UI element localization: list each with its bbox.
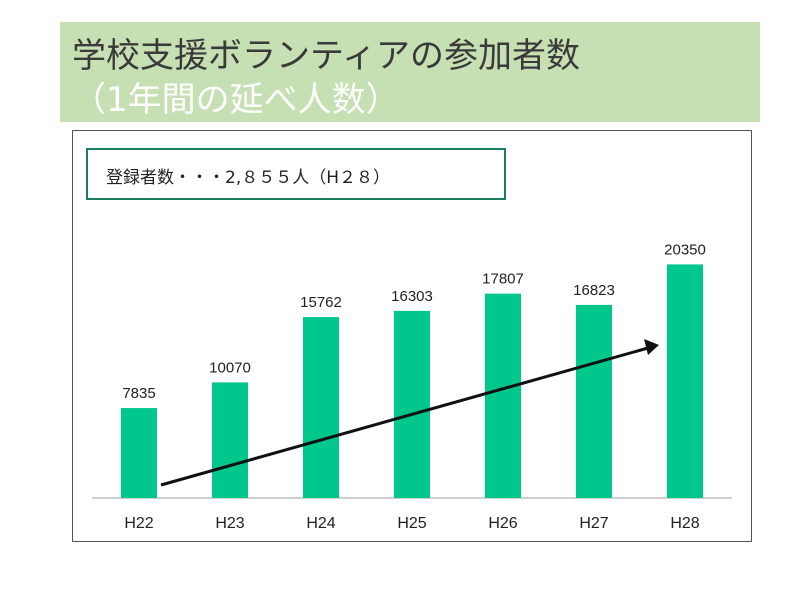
value-label-h27: 16823 [573,282,615,299]
registration-note-box: 登録者数・・・2,８５５人（H２８） [86,148,506,200]
bar-h24 [303,317,339,498]
bar-h25 [394,310,430,498]
category-label-h28: H28 [670,515,699,532]
category-label-h25: H25 [397,515,426,532]
value-label-h22: 7835 [122,385,155,402]
bar-h27 [576,304,612,498]
value-label-h28: 20350 [664,241,706,258]
registration-note-text: 登録者数・・・2,８５５人（H２８） [106,168,391,188]
title-banner: 学校支援ボランティアの参加者数 （1年間の延べ人数） [60,22,760,122]
page-subtitle: （1年間の延べ人数） [72,80,400,120]
value-label-h24: 15762 [300,294,342,311]
bar-h28 [667,264,703,498]
page-title: 学校支援ボランティアの参加者数 [72,36,580,76]
trend-arrow-line [160,346,649,487]
bar-h26 [485,293,521,498]
trend-arrow [160,339,659,487]
category-label-h24: H24 [306,515,335,532]
category-label-h26: H26 [488,515,517,532]
category-labels-group: H22 H23 H24 H25 H26 H27 H28 [124,515,699,532]
bar-h22 [121,408,157,498]
category-label-h23: H23 [215,515,244,532]
category-label-h22: H22 [124,515,153,532]
bar-h23 [212,382,248,498]
value-label-h23: 10070 [209,359,251,376]
value-label-h26: 17807 [482,271,524,288]
trend-arrow-head [644,339,659,355]
value-label-h25: 16303 [391,288,433,305]
bars-group [121,264,703,498]
category-label-h27: H27 [579,515,608,532]
value-labels-group: 7835 10070 15762 16303 17807 16823 20350 [122,241,706,402]
